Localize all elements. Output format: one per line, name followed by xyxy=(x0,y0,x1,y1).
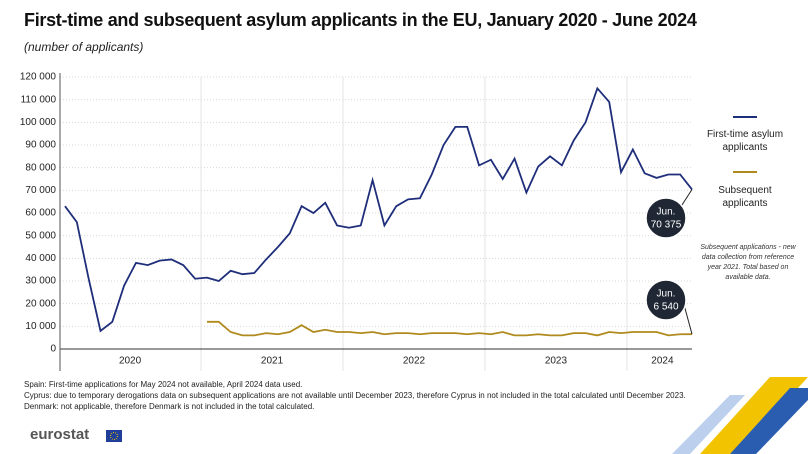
source-logo: eurostat xyxy=(30,426,90,443)
decor-stripe xyxy=(730,388,808,454)
chart-subtitle: (number of applicants) xyxy=(24,40,144,54)
legend-label: Subsequent applicants xyxy=(718,185,772,209)
callout-text: Jun. xyxy=(657,289,676,300)
y-tick-label: 30 000 xyxy=(25,276,56,287)
x-tick-label: 2021 xyxy=(261,356,284,367)
callout-text: 70 375 xyxy=(651,220,682,231)
callout-badge xyxy=(645,279,687,321)
y-tick-label: 0 xyxy=(50,344,56,355)
x-tick-label: 2023 xyxy=(545,356,568,367)
footnote: Spain: First-time applications for May 2… xyxy=(24,380,303,389)
top-band xyxy=(0,0,808,4)
y-tick-label: 50 000 xyxy=(25,230,56,241)
callout-badge xyxy=(645,197,687,239)
y-tick-label: 10 000 xyxy=(25,321,56,332)
y-tick-label: 40 000 xyxy=(25,253,56,264)
callout-text: 6 540 xyxy=(653,302,678,313)
y-tick-label: 110 000 xyxy=(21,94,57,105)
callout-text: Jun. xyxy=(657,207,676,218)
y-tick-label: 120 000 xyxy=(20,72,57,83)
note: Subsequent applications - new data colle… xyxy=(700,244,796,281)
y-tick-label: 80 000 xyxy=(25,162,56,173)
series-line xyxy=(64,86,693,333)
x-tick-label: 2024 xyxy=(651,356,674,367)
y-tick-label: 70 000 xyxy=(25,185,56,196)
decor-stripe xyxy=(700,377,808,454)
y-tick-label: 60 000 xyxy=(25,208,56,219)
x-tick-label: 2020 xyxy=(119,356,142,367)
footnote: Denmark: not applicable, therefore Denma… xyxy=(24,402,315,411)
eu-flag xyxy=(106,430,122,442)
x-tick-label: 2022 xyxy=(403,356,426,367)
footnote: Cyprus: due to temporary derogations dat… xyxy=(24,391,686,400)
legend-label: First-time asylum applicants xyxy=(706,129,784,153)
series-line xyxy=(206,320,693,337)
y-tick-label: 20 000 xyxy=(25,298,56,309)
y-tick-label: 100 000 xyxy=(20,117,57,128)
eu-stars xyxy=(110,432,118,440)
decor-stripe xyxy=(672,395,745,454)
y-tick-label: 90 000 xyxy=(25,140,56,151)
chart-title: First-time and subsequent asylum applica… xyxy=(24,10,697,30)
